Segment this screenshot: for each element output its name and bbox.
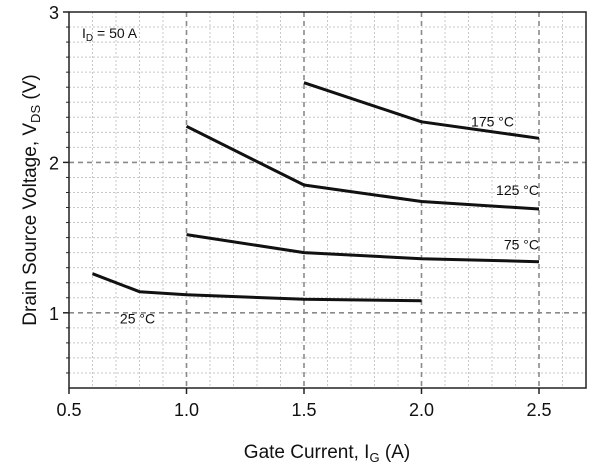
series-line-75c [186,233,540,264]
y-tick-label: 2 [49,153,59,173]
x-axis-title: Gate Current, IG (A) [244,442,410,465]
x-tick-label: 1.0 [174,400,199,420]
x-axis-title-main: Gate Current, I [244,442,370,463]
series-label: 25 °C [120,311,155,327]
x-tick-label: 2.5 [526,400,551,420]
series-line-175c [303,81,540,140]
series-labels: 25 °C 75 °C 125 °C 175 °C [120,113,539,326]
y-axis-title-tail: (V) [20,74,41,105]
annotation-tail: = 50 A [93,25,138,41]
x-tick-label: 0.5 [56,400,81,420]
y-axis-title-main: Drain Source Voltage, V [20,123,41,326]
axes: 0.5 1.0 1.5 2.0 2.5 1 2 3 [49,3,552,420]
annotation-main: I [82,25,86,41]
y-axis-title-sub: DS [28,105,43,123]
series-line-125c [185,124,540,211]
series [91,81,540,303]
y-tick-label: 1 [49,304,59,324]
annotation-current: ID = 50 A [82,25,138,44]
x-tick-label: 2.0 [409,400,434,420]
plot-frame [68,11,587,389]
x-axis-title-tail: (A) [380,442,411,463]
series-line-25c [91,272,422,303]
series-label: 75 °C [504,237,539,253]
annotation-sub: D [86,33,93,44]
grid [69,12,586,388]
x-tick-label: 1.5 [291,400,316,420]
series-label: 175 °C [471,113,514,129]
y-axis-title: Drain Source Voltage, VDS (V) [20,74,43,325]
series-label: 125 °C [496,182,539,198]
y-tick-label: 3 [49,3,59,23]
x-axis-title-sub: G [369,450,379,465]
